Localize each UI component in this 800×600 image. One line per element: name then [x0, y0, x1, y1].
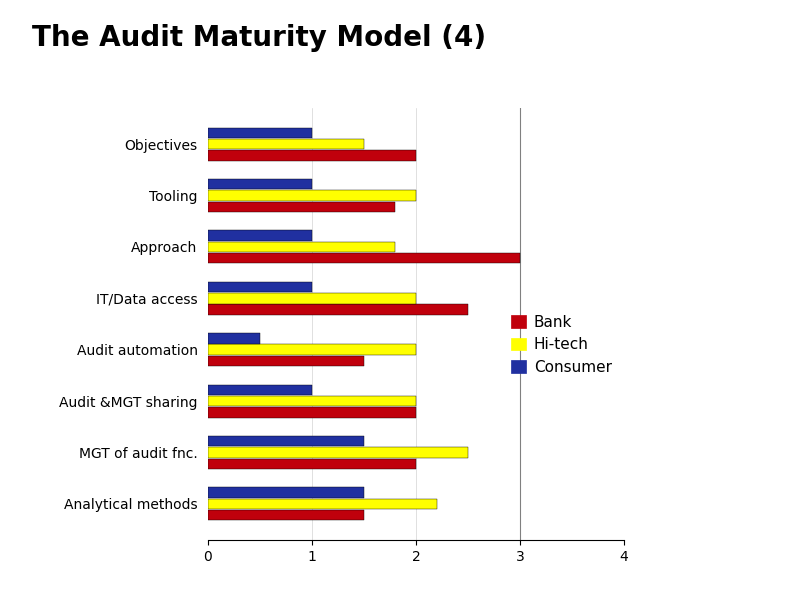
- Bar: [208, 344, 416, 355]
- Bar: [208, 499, 437, 509]
- Bar: [208, 487, 364, 498]
- Bar: [208, 458, 416, 469]
- Bar: [208, 128, 312, 138]
- Text: The Audit Maturity Model (4): The Audit Maturity Model (4): [32, 24, 486, 52]
- Bar: [208, 447, 468, 458]
- Bar: [208, 150, 416, 161]
- Bar: [208, 436, 364, 446]
- Bar: [208, 510, 364, 520]
- Bar: [208, 179, 312, 190]
- Bar: [208, 396, 416, 406]
- Bar: [208, 356, 364, 366]
- Bar: [208, 333, 260, 344]
- Bar: [208, 139, 364, 149]
- Bar: [208, 253, 520, 263]
- Bar: [208, 202, 395, 212]
- Bar: [208, 293, 416, 304]
- Legend: Bank, Hi-tech, Consumer: Bank, Hi-tech, Consumer: [506, 310, 616, 379]
- Bar: [208, 230, 312, 241]
- Bar: [208, 304, 468, 315]
- Bar: [208, 282, 312, 292]
- Bar: [208, 190, 416, 201]
- Bar: [208, 242, 395, 252]
- Bar: [208, 407, 416, 418]
- Bar: [208, 385, 312, 395]
